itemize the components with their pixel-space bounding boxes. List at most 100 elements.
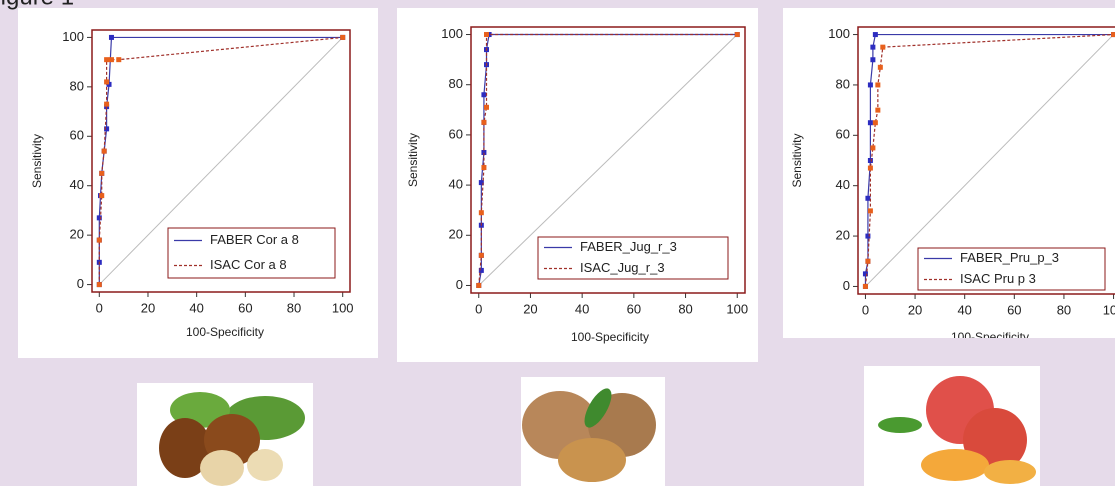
marker: [877, 64, 883, 70]
x-tick-label: 60: [627, 301, 641, 316]
reference-line: [98, 37, 344, 285]
marker: [862, 271, 868, 277]
legend-box: [167, 227, 336, 279]
marker: [340, 34, 346, 40]
x-tick-label: 80: [1057, 302, 1071, 317]
x-tick-label: 40: [189, 300, 203, 315]
legend-label: FABER Cor a 8: [210, 232, 299, 247]
marker: [478, 210, 484, 216]
marker: [867, 208, 873, 214]
y-tick-label: 80: [70, 78, 84, 93]
marker: [875, 107, 881, 113]
x-tick-label: 0: [96, 300, 103, 315]
y-tick-label: 40: [449, 177, 463, 192]
x-tick-label: 20: [908, 302, 922, 317]
y-tick-label: 100: [441, 26, 463, 41]
x-tick-label: 100: [726, 301, 748, 316]
y-tick-label: 60: [449, 126, 463, 141]
marker: [104, 57, 110, 63]
marker: [1111, 32, 1115, 38]
walnut-image: [521, 377, 665, 486]
marker: [867, 82, 873, 88]
y-tick-label: 60: [70, 128, 84, 143]
marker: [96, 282, 102, 288]
x-tick-label: 0: [475, 301, 482, 316]
marker: [870, 57, 876, 63]
legend-box: [917, 247, 1106, 291]
marker: [867, 165, 873, 171]
y-tick-label: 20: [449, 227, 463, 242]
y-tick-label: 100: [62, 29, 84, 44]
y-tick-label: 0: [77, 276, 84, 291]
x-tick-label: 20: [141, 300, 155, 315]
legend-label: ISAC Pru p 3: [960, 271, 1036, 286]
marker: [870, 145, 876, 151]
figure-title: Figure 1: [0, 0, 74, 10]
x-tick-label: 80: [678, 301, 692, 316]
marker: [116, 57, 122, 63]
y-axis-label: Sensitivity: [790, 133, 804, 187]
marker: [481, 119, 487, 125]
x-tick-label: 100: [1103, 302, 1115, 317]
marker: [99, 170, 105, 176]
marker: [486, 32, 492, 38]
x-axis-label: 100-Specificity: [951, 330, 1029, 344]
x-tick-label: 100: [332, 300, 354, 315]
marker: [108, 57, 114, 63]
legend-label: FABER_Jug_r_3: [580, 239, 677, 254]
marker: [872, 32, 878, 38]
y-tick-label: 80: [449, 76, 463, 91]
x-tick-label: 60: [238, 300, 252, 315]
roc-line: [864, 33, 1114, 287]
marker: [872, 120, 878, 126]
reference-line: [478, 34, 738, 286]
x-tick-label: 0: [862, 302, 869, 317]
marker: [870, 44, 876, 50]
marker: [104, 101, 110, 107]
chart-clip: 0 20 40 60 80 100 0 20 40 60 80 100 100-Specificity S…: [790, 26, 1115, 344]
chart: 0 20 40 60 80 100 0 20 40 60 80 100 100-Specificity S…: [790, 26, 1115, 344]
marker: [875, 82, 881, 88]
marker: [96, 215, 102, 221]
marker: [865, 258, 871, 264]
y-tick-label: 0: [843, 278, 850, 293]
panel: [397, 8, 758, 362]
legend-box: [537, 236, 729, 280]
marker: [865, 195, 871, 201]
plot-frame: [857, 26, 1115, 295]
plot-frame: [470, 26, 746, 294]
x-tick-label: 40: [957, 302, 971, 317]
peach-image: [864, 366, 1040, 486]
marker: [96, 237, 102, 243]
x-axis-label: 100-Specificity: [186, 325, 264, 339]
marker: [734, 32, 740, 38]
chart: 0 20 40 60 80 100 0 20 40 60 80 100 100-Specificity S…: [30, 29, 353, 339]
y-axis-label: Sensitivity: [30, 134, 44, 188]
y-tick-label: 0: [456, 277, 463, 292]
y-tick-label: 40: [70, 177, 84, 192]
y-tick-label: 100: [828, 26, 850, 41]
marker: [478, 252, 484, 258]
y-axis-label: Sensitivity: [406, 133, 420, 187]
plot-frame: [91, 29, 351, 293]
y-tick-label: 40: [836, 177, 850, 192]
marker: [484, 104, 490, 110]
x-tick-label: 60: [1007, 302, 1021, 317]
marker: [478, 267, 484, 273]
marker: [484, 32, 490, 38]
marker: [867, 120, 873, 126]
x-axis-label: 100-Specificity: [571, 330, 649, 344]
legend-label: ISAC Cor a 8: [210, 257, 287, 272]
roc-line: [478, 33, 738, 286]
chart: 0 20 40 60 80 100 0 20 40 60 80 100 100-Specificity S…: [406, 26, 748, 344]
marker: [880, 44, 886, 50]
legend-label: ISAC_Jug_r_3: [580, 260, 665, 275]
marker: [867, 158, 873, 163]
panel: [18, 8, 378, 358]
marker: [862, 283, 868, 289]
y-tick-label: 60: [836, 127, 850, 142]
marker: [481, 165, 487, 171]
y-tick-label: 20: [70, 227, 84, 242]
x-tick-label: 80: [287, 300, 301, 315]
